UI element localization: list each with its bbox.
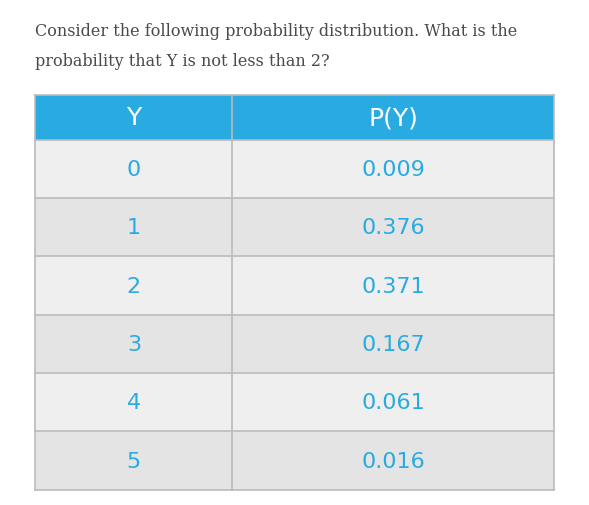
Text: Y: Y (126, 106, 141, 130)
Bar (232, 257, 554, 315)
Bar (232, 198, 554, 257)
Text: 0.061: 0.061 (361, 392, 425, 413)
Bar (232, 373, 554, 432)
Text: P(Y): P(Y) (368, 106, 418, 130)
Text: 5: 5 (127, 451, 141, 471)
Bar (35, 198, 232, 257)
Text: 0.376: 0.376 (361, 218, 425, 238)
Bar (35, 315, 232, 373)
Bar (35, 96, 554, 140)
Text: Consider the following probability distribution. What is the: Consider the following probability distr… (35, 23, 518, 40)
Text: 0: 0 (127, 160, 141, 179)
Text: 4: 4 (127, 392, 141, 413)
Text: 0.016: 0.016 (361, 451, 425, 471)
Bar (35, 257, 232, 315)
Text: 0.371: 0.371 (361, 276, 425, 296)
Text: 3: 3 (127, 334, 141, 354)
Text: 1: 1 (127, 218, 141, 238)
Bar (35, 432, 232, 490)
Bar (35, 373, 232, 432)
Text: probability that Y is not less than 2?: probability that Y is not less than 2? (35, 53, 330, 70)
Bar (232, 432, 554, 490)
Bar (35, 140, 232, 198)
Bar (232, 140, 554, 198)
Text: 0.167: 0.167 (361, 334, 425, 354)
Text: 0.009: 0.009 (361, 160, 425, 179)
Text: 2: 2 (127, 276, 141, 296)
Bar (232, 315, 554, 373)
